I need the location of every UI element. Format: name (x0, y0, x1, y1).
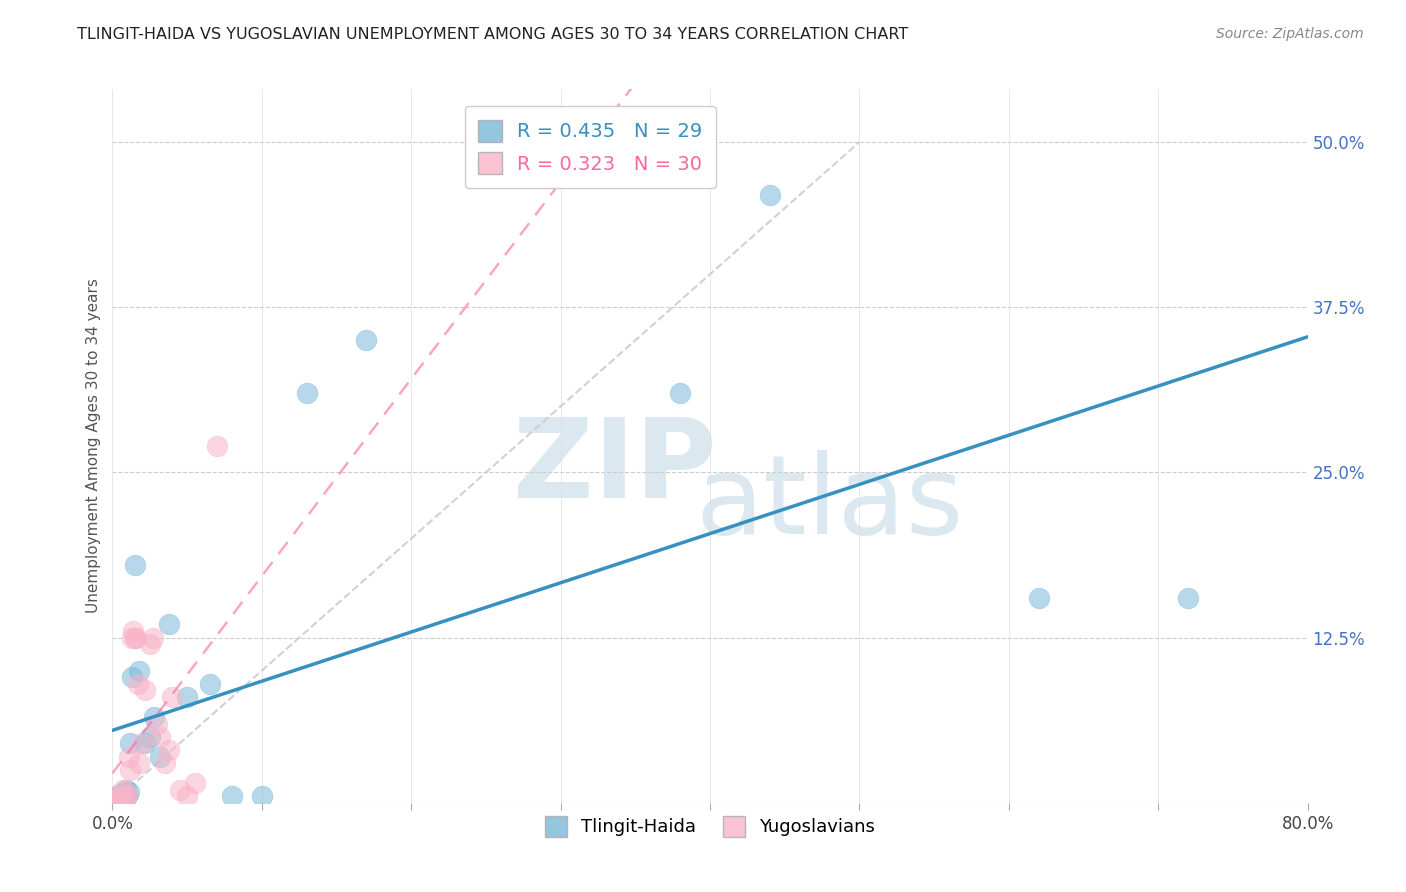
Point (131, 736, 153, 750)
Point (111, 782, 134, 797)
Point (153, 756, 176, 771)
Point (250, 789, 273, 804)
Point (149, 730, 172, 744)
Legend: Tlingit-Haida, Yugoslavians: Tlingit-Haida, Yugoslavians (537, 808, 883, 844)
Point (128, 664, 150, 678)
Point (149, 749, 172, 764)
Point (205, 439, 228, 453)
Point (162, 690, 183, 704)
Point (139, 637, 162, 651)
Point (104, 796, 127, 810)
Point (108, 792, 131, 806)
Point (121, 631, 143, 645)
Point (198, 677, 221, 691)
Text: ZIP: ZIP (513, 414, 716, 521)
Point (114, 793, 135, 807)
Point (114, 796, 135, 810)
Point (669, 386, 692, 401)
Point (176, 690, 198, 704)
Text: atlas: atlas (696, 450, 963, 557)
Point (124, 558, 146, 572)
Point (110, 789, 132, 804)
Point (122, 624, 145, 638)
Point (139, 730, 162, 744)
Point (759, 188, 782, 202)
Point (169, 782, 191, 797)
Y-axis label: Unemployment Among Ages 30 to 34 years: Unemployment Among Ages 30 to 34 years (86, 278, 101, 614)
Point (115, 789, 138, 804)
Point (295, 386, 318, 401)
Point (356, 333, 378, 347)
Point (125, 631, 148, 645)
Point (124, 631, 146, 645)
Point (117, 789, 139, 804)
Point (118, 749, 141, 764)
Point (143, 710, 166, 724)
Point (1028, 591, 1050, 605)
Point (107, 792, 129, 806)
Point (105, 789, 128, 804)
Text: Source: ZipAtlas.com: Source: ZipAtlas.com (1216, 27, 1364, 41)
Point (108, 796, 131, 810)
Point (120, 763, 142, 777)
Point (105, 789, 128, 804)
Point (127, 677, 149, 691)
Point (183, 776, 205, 790)
Point (128, 756, 150, 771)
Point (111, 789, 134, 804)
Point (134, 736, 156, 750)
Point (118, 785, 141, 799)
Point (121, 670, 143, 684)
Point (115, 782, 138, 797)
Point (146, 716, 169, 731)
Point (1177, 591, 1199, 605)
Point (117, 787, 139, 801)
Point (104, 796, 127, 810)
Point (110, 787, 132, 801)
Point (157, 617, 180, 632)
Point (134, 683, 156, 698)
Point (120, 736, 142, 750)
Point (176, 789, 198, 804)
Point (157, 743, 180, 757)
Text: TLINGIT-HAIDA VS YUGOSLAVIAN UNEMPLOYMENT AMONG AGES 30 TO 34 YEARS CORRELATION : TLINGIT-HAIDA VS YUGOSLAVIAN UNEMPLOYMEN… (77, 27, 908, 42)
Point (221, 789, 243, 804)
Point (142, 631, 165, 645)
Point (107, 796, 129, 810)
